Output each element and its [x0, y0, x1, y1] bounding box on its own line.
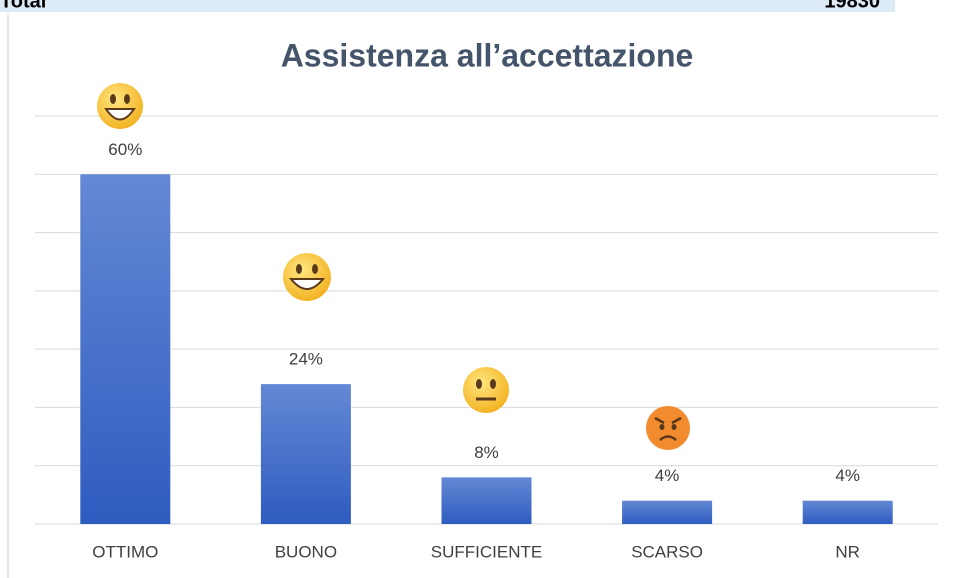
value-label: 60%	[108, 140, 142, 159]
x-tick-label: NR	[835, 542, 860, 561]
bar	[802, 500, 893, 524]
plot-area: OTTIMO 60% BUONO 24% SUFFICIENTE 8% SCARSO 4% NR…	[35, 115, 938, 561]
bar	[441, 477, 532, 524]
x-tick-label: SUFFICIENTE	[431, 542, 542, 561]
header-label: Total	[0, 0, 46, 12]
emoji-happy	[283, 253, 331, 301]
bar	[80, 174, 171, 525]
emoji-very-happy	[97, 83, 143, 129]
bar	[260, 384, 351, 524]
value-label: 8%	[474, 443, 499, 462]
bar	[622, 500, 713, 524]
emoji-angry	[646, 406, 690, 450]
value-label: 4%	[835, 466, 860, 485]
emoji-neutral	[463, 367, 509, 413]
header-strip	[0, 0, 895, 12]
emoji-icons	[97, 83, 690, 450]
x-tick-label: OTTIMO	[92, 542, 158, 561]
value-label: 4%	[655, 466, 680, 485]
header-value: 19830	[824, 0, 880, 12]
value-label: 24%	[289, 350, 323, 369]
x-tick-label: BUONO	[275, 542, 337, 561]
x-tick-label: SCARSO	[631, 542, 703, 561]
chart-title: Assistenza all’accettazione	[281, 37, 694, 73]
